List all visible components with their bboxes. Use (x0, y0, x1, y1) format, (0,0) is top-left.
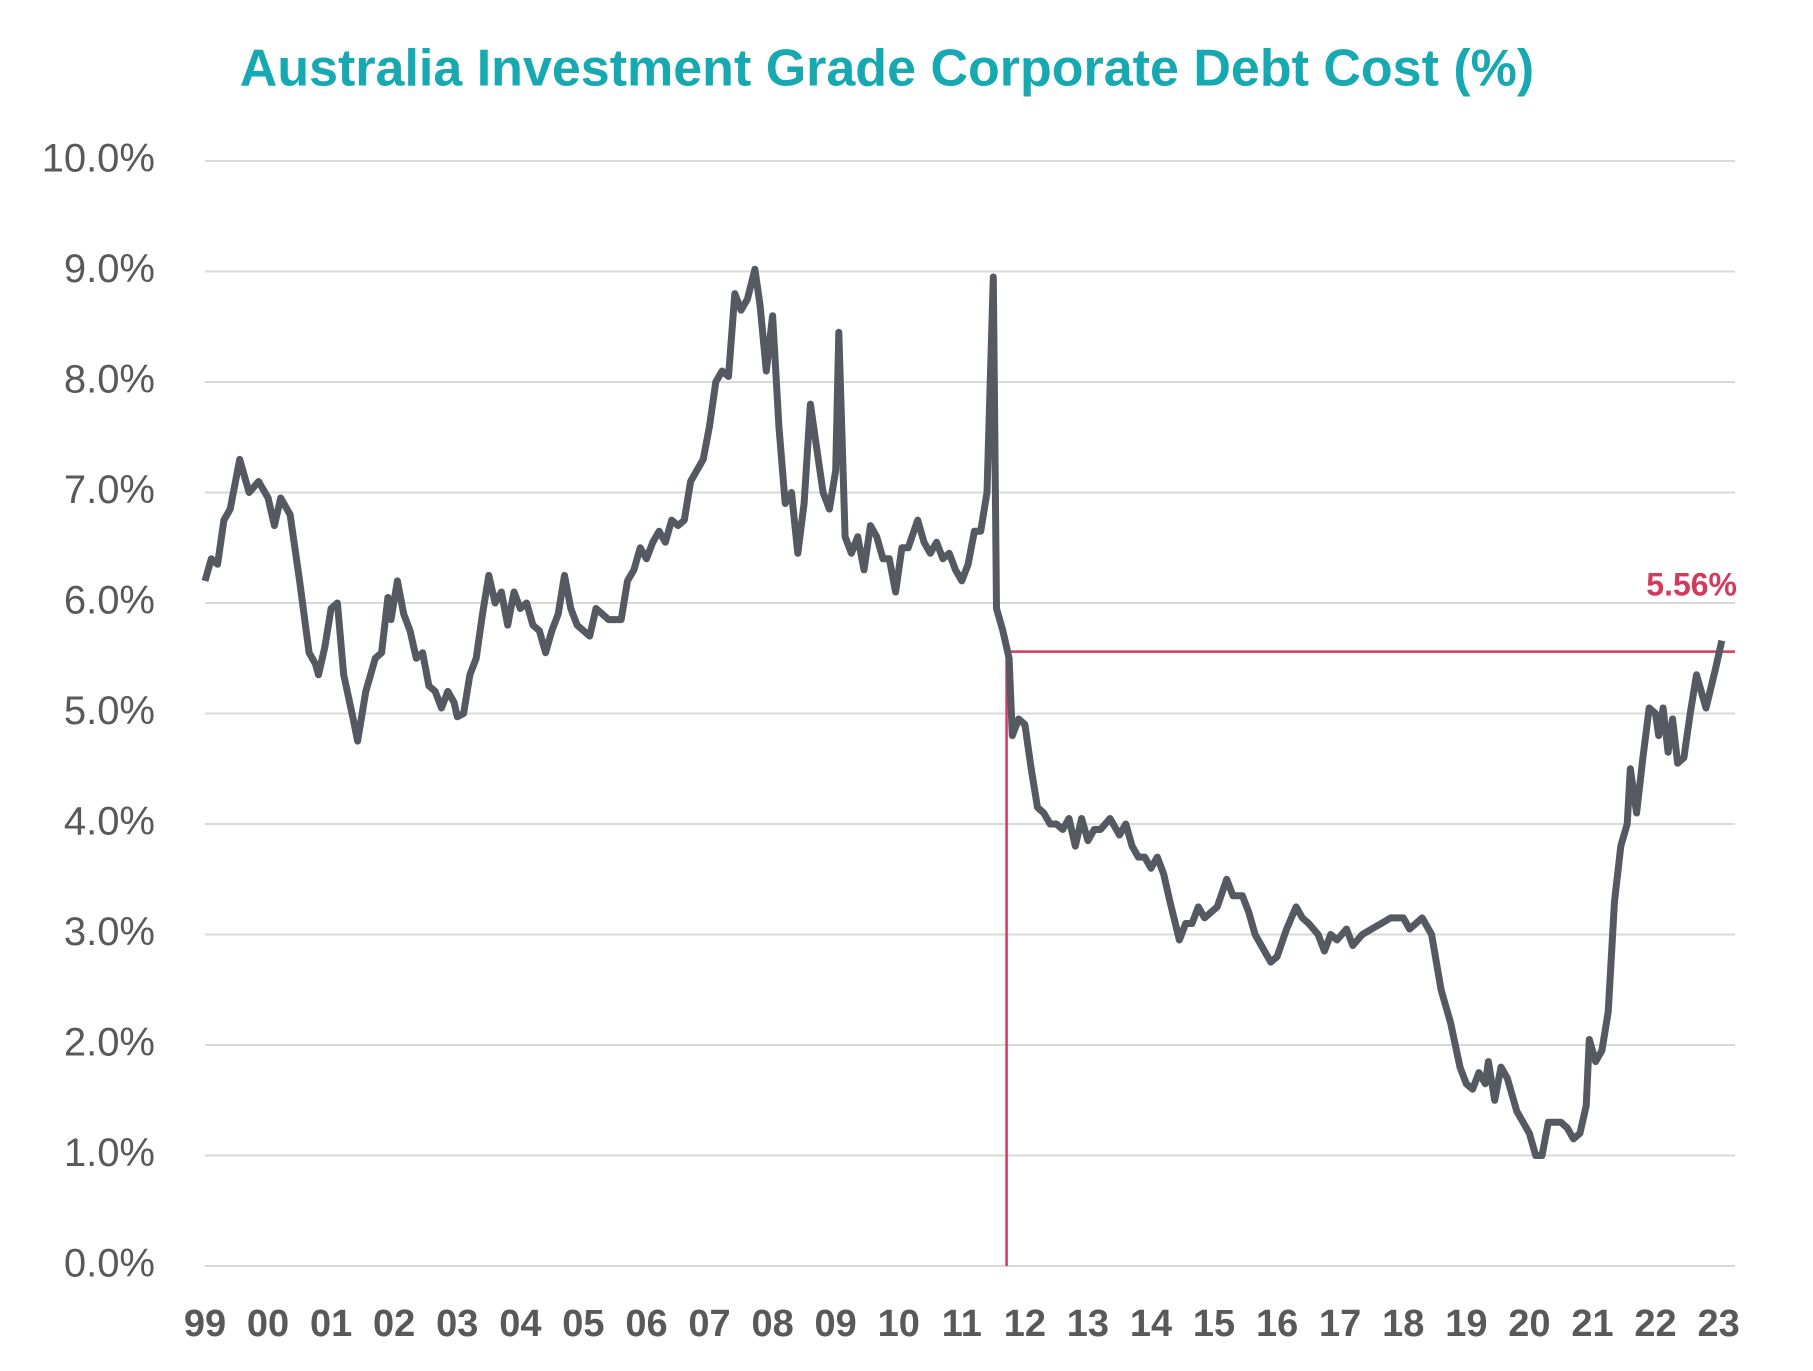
x-tick-label: 23 (1697, 1303, 1739, 1345)
x-tick-label: 07 (688, 1303, 730, 1345)
y-tick-label: 2.0% (64, 1021, 155, 1065)
x-tick-label: 20 (1508, 1303, 1550, 1345)
y-tick-label: 9.0% (64, 247, 155, 291)
x-tick-label: 22 (1634, 1303, 1676, 1345)
x-tick-label: 03 (436, 1303, 478, 1345)
x-tick-label: 00 (247, 1303, 289, 1345)
x-tick-label: 17 (1319, 1303, 1361, 1345)
x-tick-label: 18 (1382, 1303, 1424, 1345)
x-tick-label: 15 (1193, 1303, 1235, 1345)
x-tick-label: 16 (1256, 1303, 1298, 1345)
x-tick-label: 13 (1067, 1303, 1109, 1345)
y-tick-label: 5.0% (64, 689, 155, 733)
x-tick-label: 05 (562, 1303, 604, 1345)
x-tick-label: 10 (878, 1303, 920, 1345)
x-tick-label: 02 (373, 1303, 415, 1345)
x-tick-label: 01 (310, 1303, 352, 1345)
x-tick-label: 04 (499, 1303, 541, 1345)
x-tick-label: 12 (1004, 1303, 1046, 1345)
x-tick-label: 09 (815, 1303, 857, 1345)
y-tick-label: 4.0% (64, 800, 155, 844)
x-tick-label: 99 (184, 1303, 226, 1345)
x-tick-label: 19 (1445, 1303, 1487, 1345)
y-tick-label: 1.0% (64, 1131, 155, 1175)
data-line (201, 265, 1726, 1159)
x-tick-label: 08 (751, 1303, 793, 1345)
chart-title: Australia Investment Grade Corporate Deb… (240, 40, 1534, 98)
annotation-label: 5.56% (1646, 566, 1737, 602)
y-tick-label: 7.0% (64, 468, 155, 512)
x-tick-label: 11 (942, 1303, 982, 1345)
y-tick-label: 8.0% (64, 358, 155, 402)
y-tick-label: 6.0% (64, 579, 155, 623)
x-tick-label: 14 (1130, 1303, 1172, 1345)
x-tick-label: 21 (1571, 1303, 1613, 1345)
x-tick-label: 06 (625, 1303, 667, 1345)
y-tick-label: 3.0% (64, 910, 155, 954)
y-tick-label: 10.0% (42, 137, 155, 181)
y-tick-label: 0.0% (64, 1242, 155, 1286)
